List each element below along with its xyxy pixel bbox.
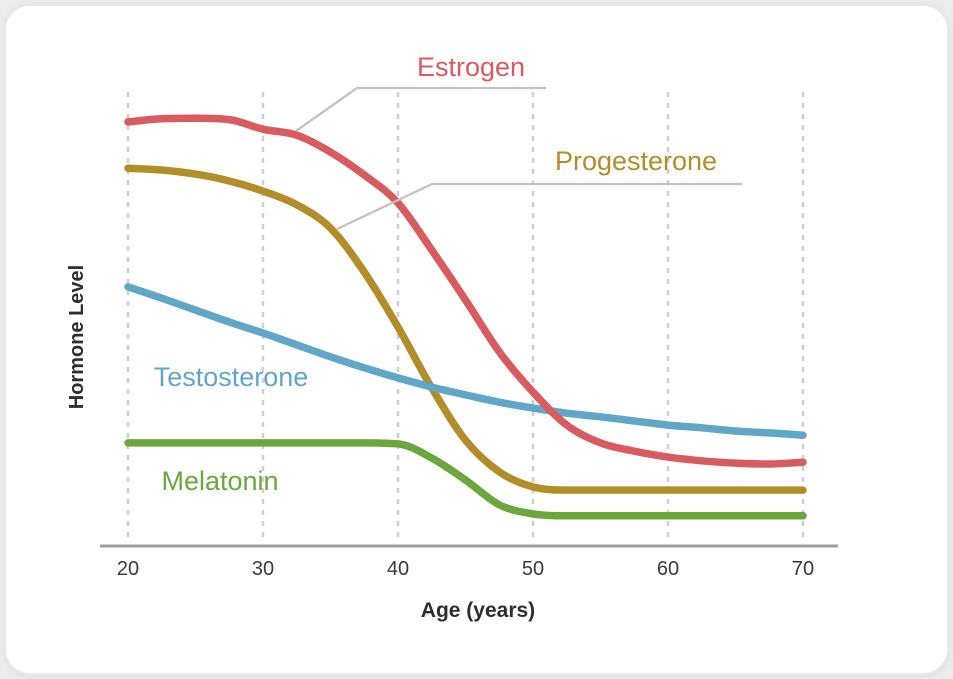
x-tick-labels: 20 30 40 50 60 70 (117, 558, 814, 580)
gridlines (126, 92, 805, 538)
estrogen-leader-line (295, 86, 546, 132)
x-axis-title: Age (years) (421, 599, 535, 622)
y-axis-title: Hormone Level (66, 265, 88, 409)
x-tick-label: 60 (657, 558, 679, 580)
estrogen-curve (124, 114, 807, 468)
leader-lines (295, 86, 742, 231)
x-tick-label: 70 (792, 558, 814, 580)
progesterone-leader-line (336, 182, 742, 231)
x-tick-label: 40 (387, 558, 409, 580)
x-tick-label: 20 (117, 558, 139, 580)
progesterone-curve (124, 164, 807, 494)
x-tick-label: 30 (252, 558, 274, 580)
melatonin-label: Melatonin (161, 466, 278, 496)
progesterone-label: Progesterone (555, 146, 717, 176)
estrogen-label: Estrogen (417, 52, 525, 82)
x-tick-label: 50 (522, 558, 544, 580)
testosterone-curve (124, 283, 807, 439)
curves (124, 114, 807, 520)
melatonin-curve (124, 439, 807, 520)
testosterone-label: Testosterone (154, 362, 309, 392)
